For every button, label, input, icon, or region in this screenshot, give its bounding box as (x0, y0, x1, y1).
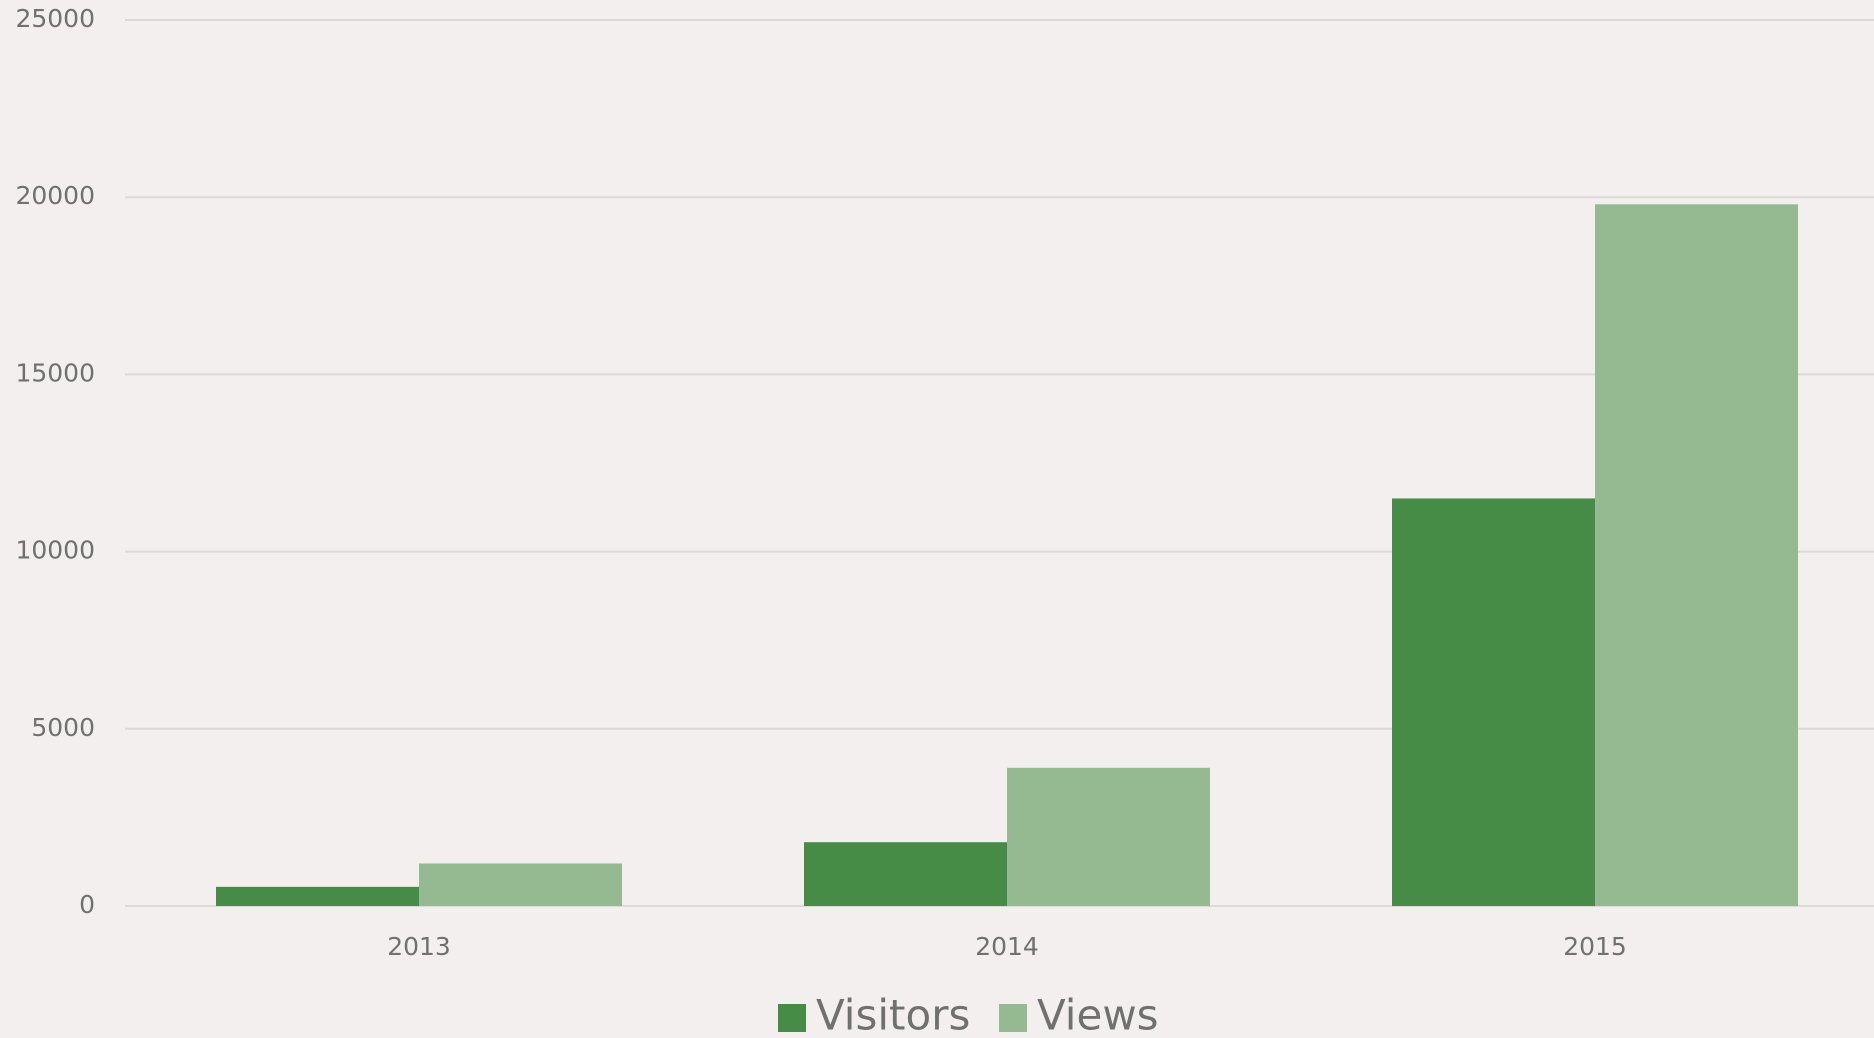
bar (1595, 204, 1798, 907)
y-tick-label: 5000 (31, 713, 95, 742)
bar (804, 842, 1007, 906)
x-tick-label: 2014 (975, 932, 1039, 961)
bar (216, 886, 419, 906)
bar (419, 863, 622, 906)
legend-swatch (778, 1004, 806, 1032)
y-tick-label: 0 (79, 890, 95, 919)
x-tick-label: 2015 (1563, 932, 1627, 961)
y-tick-label: 25000 (15, 4, 95, 33)
legend-label: Views (1037, 991, 1159, 1038)
y-tick-label: 15000 (15, 358, 95, 387)
bar (1392, 498, 1595, 906)
legend-swatch (999, 1004, 1027, 1032)
y-tick-label: 10000 (15, 536, 95, 565)
bar (1007, 767, 1210, 906)
x-tick-label: 2013 (387, 932, 451, 961)
y-tick-label: 20000 (15, 181, 95, 210)
legend-label: Visitors (816, 991, 970, 1038)
